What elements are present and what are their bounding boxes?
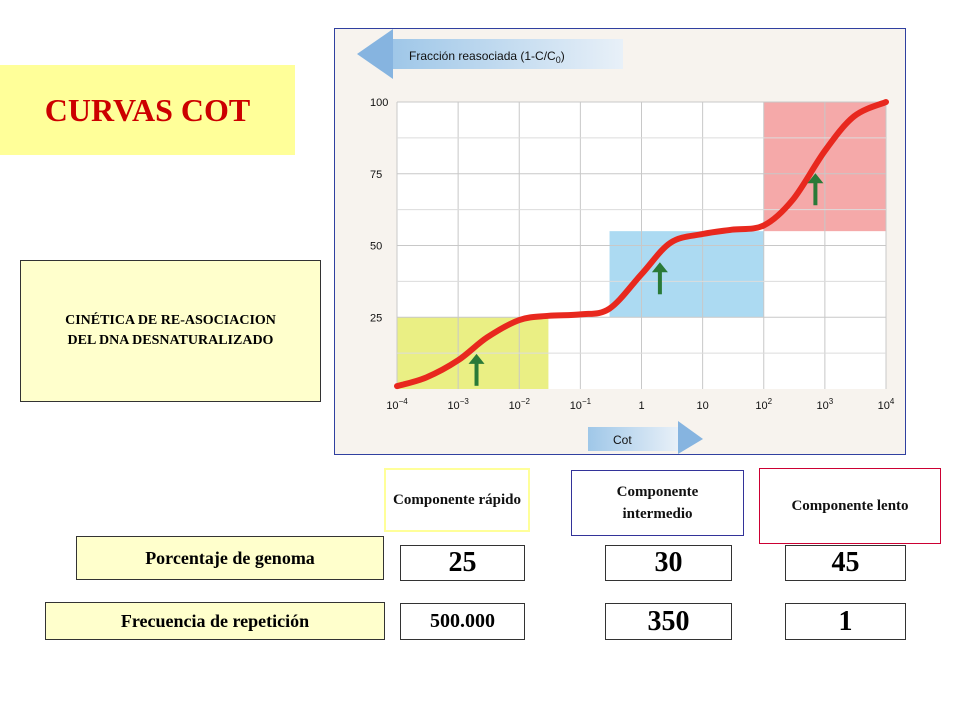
repetition-frequency-slow: 1 bbox=[785, 603, 906, 640]
component-intermediate-label: Componente intermedio bbox=[616, 484, 699, 522]
genome-percentage-label: Porcentaje de genoma bbox=[76, 536, 384, 580]
repetition-frequency-label: Frecuencia de repetición bbox=[45, 602, 385, 640]
y-tick-label-3: 100 bbox=[370, 97, 388, 109]
component-slow-label: Componente lento bbox=[791, 498, 909, 514]
y-axis-label: Fracción reasociada (1-C/C0) bbox=[409, 49, 565, 65]
genome-percentage-fast: 25 bbox=[400, 545, 525, 581]
repetition-frequency-intermediate: 350 bbox=[605, 603, 732, 640]
component-intermediate-box: Componente intermedio bbox=[571, 470, 744, 536]
y-tick-label-1: 50 bbox=[370, 241, 382, 253]
cot-chart: Fracción reasociada (1-C/C0) Cot 25 50 75 1… bbox=[357, 29, 895, 454]
component-fast-box: Componente rápido bbox=[384, 468, 530, 532]
x-tick-label-2: 10−2 bbox=[509, 397, 531, 412]
green-arrow-head-2 bbox=[807, 173, 824, 184]
cot-curve-line-0 bbox=[394, 99, 889, 390]
kinetics-panel: CINÉTICA DE RE-ASOCIACION DEL DNA DESNAT… bbox=[20, 260, 321, 402]
slide-title: CURVAS COT bbox=[44, 91, 251, 128]
component-fast-label: Componente rápido bbox=[393, 492, 521, 508]
repetition-frequency-fast: 500.000 bbox=[400, 603, 525, 640]
x-tick-label-5: 10 bbox=[697, 400, 709, 412]
region-1 bbox=[609, 231, 764, 318]
green-arrow-1 bbox=[651, 262, 668, 295]
x-tick-label-8: 104 bbox=[878, 397, 895, 412]
x-tick-label-1: 10−3 bbox=[447, 397, 469, 412]
green-arrow-0 bbox=[468, 353, 485, 386]
x-tick-label-7: 103 bbox=[817, 397, 834, 412]
x-tick-label-6: 102 bbox=[755, 397, 772, 412]
y-tick-label-2: 75 bbox=[370, 169, 382, 181]
x-tick-label-4: 1 bbox=[638, 400, 644, 412]
genome-percentage-intermediate: 30 bbox=[605, 545, 732, 581]
genome-percentage-slow: 45 bbox=[785, 545, 906, 581]
x-axis-label: Cot bbox=[613, 433, 632, 447]
y-tick-label-0: 25 bbox=[370, 312, 382, 324]
kinetics-label: CINÉTICA DE RE-ASOCIACION DEL DNA DESNAT… bbox=[65, 313, 276, 348]
title-panel: CURVAS COT bbox=[0, 65, 295, 155]
green-arrow-head-1 bbox=[651, 262, 668, 273]
y-label-arrow bbox=[357, 29, 623, 79]
green-arrow-2 bbox=[807, 173, 824, 206]
cot-curve-figure: Fracción reasociada (1-C/C0) Cot 25 50 75 1… bbox=[334, 28, 906, 455]
x-label-arrow bbox=[588, 421, 703, 454]
green-arrow-head-0 bbox=[468, 353, 485, 364]
x-tick-label-0: 10−4 bbox=[386, 397, 408, 412]
component-slow-box: Componente lento bbox=[759, 468, 941, 544]
x-tick-label-3: 10−1 bbox=[570, 397, 592, 412]
